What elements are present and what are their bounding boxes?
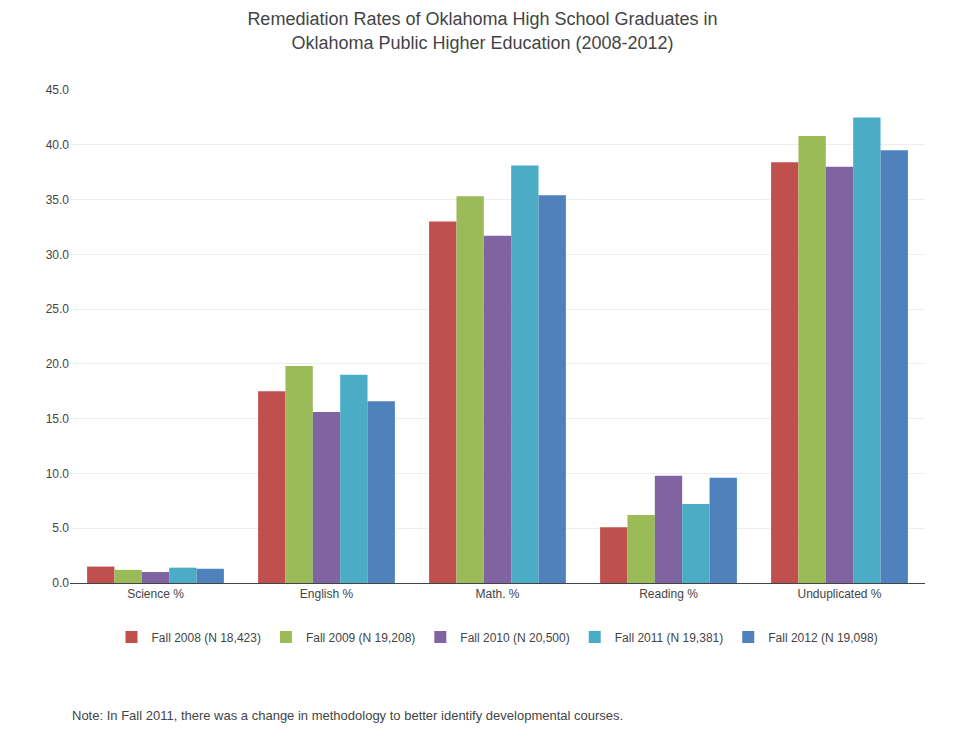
svg-text:15.0: 15.0	[46, 412, 70, 426]
svg-text:English %: English %	[300, 587, 354, 601]
svg-text:Fall 2012 (N 19,098): Fall 2012 (N 19,098)	[768, 631, 877, 645]
svg-text:25.0: 25.0	[46, 302, 70, 316]
svg-text:10.0: 10.0	[46, 467, 70, 481]
svg-text:30.0: 30.0	[46, 248, 70, 262]
svg-text:Unduplicated %: Unduplicated %	[797, 587, 881, 601]
svg-text:40.0: 40.0	[46, 138, 70, 152]
svg-text:0.0: 0.0	[52, 576, 69, 590]
svg-text:35.0: 35.0	[46, 193, 70, 207]
svg-text:Science %: Science %	[127, 587, 184, 601]
svg-text:Fall 2010 (N 20,500): Fall 2010 (N 20,500)	[460, 631, 569, 645]
svg-text:45.0: 45.0	[46, 83, 70, 97]
svg-text:5.0: 5.0	[52, 521, 69, 535]
svg-text:Fall 2009 (N 19,208): Fall 2009 (N 19,208)	[306, 631, 415, 645]
svg-text:Fall 2008 (N 18,423): Fall 2008 (N 18,423)	[152, 631, 261, 645]
svg-text:Math. %: Math. %	[475, 587, 519, 601]
svg-text:Remediation Rates of Oklahoma: Remediation Rates of Oklahoma High Schoo…	[247, 9, 717, 52]
svg-text:20.0: 20.0	[46, 357, 70, 371]
svg-text:Reading %: Reading %	[639, 587, 698, 601]
svg-text:Fall 2011 (N 19,381): Fall 2011 (N 19,381)	[615, 631, 724, 645]
svg-text:Note: In Fall 2011, there was: Note: In Fall 2011, there was a change i…	[72, 708, 623, 723]
